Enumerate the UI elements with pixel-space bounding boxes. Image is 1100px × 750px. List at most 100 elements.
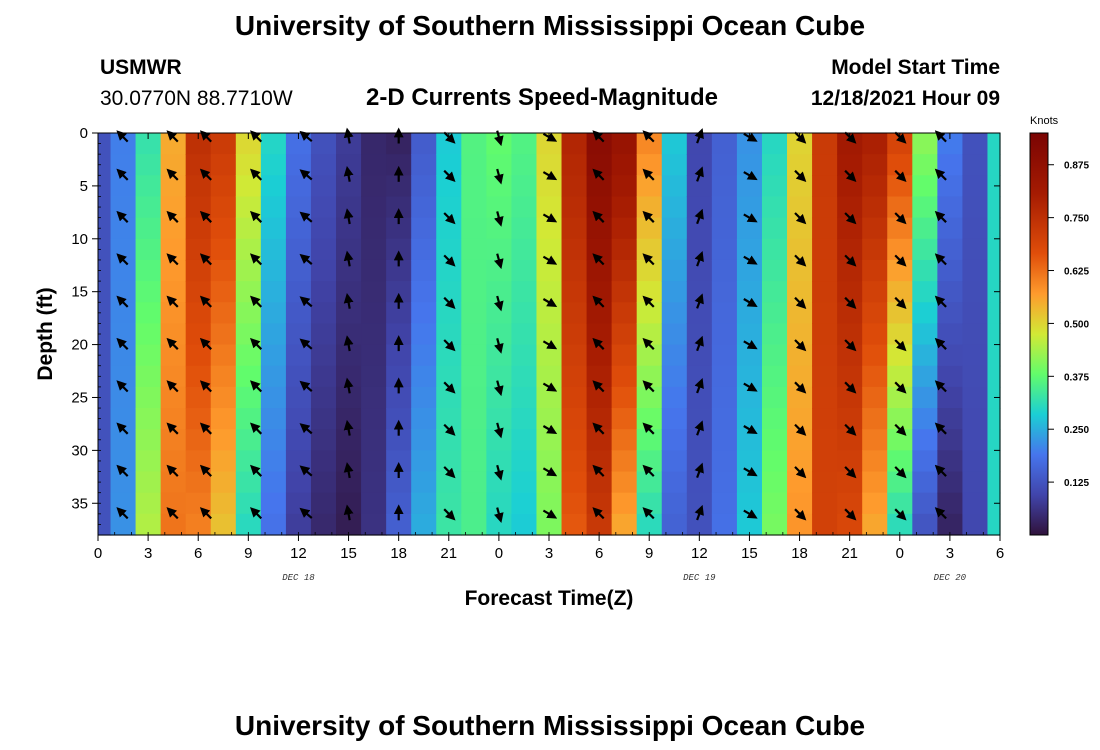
heatmap-cell: [887, 259, 913, 282]
heatmap-cell: [661, 323, 688, 346]
model-start-value: 12/18/2021 Hour 09: [810, 87, 1000, 110]
heatmap-cell: [185, 471, 212, 494]
current-arrow: [934, 380, 947, 393]
current-arrow: [199, 507, 212, 520]
heatmap-cell: [110, 217, 137, 240]
heatmap-cell: [611, 450, 638, 473]
heatmap-cell: [812, 471, 838, 494]
heatmap-cell: [436, 323, 462, 346]
heatmap-cell: [862, 323, 888, 346]
x-tick-label: 21: [440, 545, 457, 562]
x-tick-label: 12: [691, 545, 708, 562]
heatmap-cell: [561, 471, 588, 494]
heatmap-cell: [661, 281, 688, 303]
heatmap-cell: [511, 238, 538, 261]
heatmap-cell: [386, 154, 412, 176]
heatmap-cell: [862, 133, 888, 155]
heatmap-cell: [962, 513, 989, 536]
heatmap-cell: [736, 450, 763, 473]
heatmap-cell: [386, 386, 412, 409]
heatmap-cell: [837, 323, 863, 346]
heatmap-cell: [987, 259, 1001, 282]
heatmap-cell: [661, 238, 688, 261]
current-arrow: [642, 464, 655, 477]
heatmap-cell: [711, 450, 738, 473]
heatmap-cell: [636, 259, 663, 282]
heatmap-cell: [561, 238, 588, 261]
x-tick-label: 15: [741, 545, 758, 562]
heatmap-cell: [310, 429, 337, 451]
current-arrow: [116, 130, 129, 143]
heatmap-cell: [686, 408, 713, 430]
current-arrow: [794, 466, 807, 479]
current-arrow: [894, 296, 907, 310]
current-arrow: [299, 507, 313, 519]
heatmap-cell: [812, 196, 838, 219]
current-arrow: [642, 295, 655, 308]
heatmap-cell: [386, 175, 412, 198]
current-arrow: [116, 295, 129, 308]
heatmap-cell: [336, 450, 362, 473]
heatmap-cell: [862, 281, 888, 303]
heatmap-cell: [937, 513, 964, 536]
heatmap-cell: [160, 154, 187, 176]
heatmap-cell: [636, 302, 663, 325]
heatmap-cell: [686, 365, 713, 388]
heatmap-cell: [912, 365, 938, 388]
heatmap-cell: [110, 492, 137, 515]
heatmap-cell: [185, 217, 212, 240]
heatmap-cell: [611, 281, 638, 303]
heatmap-cell: [98, 323, 112, 346]
heatmap-cell: [862, 386, 888, 409]
heatmap-cell: [736, 217, 763, 240]
heatmap-cell: [461, 302, 487, 325]
heatmap-cell: [160, 302, 187, 325]
heatmap-cell: [260, 450, 287, 473]
heatmap-cell: [210, 513, 237, 536]
current-arrow: [592, 168, 605, 181]
heatmap-cell: [661, 365, 688, 388]
heatmap-cell: [361, 450, 387, 473]
heatmap-cell: [336, 259, 362, 282]
x-tick-label: 9: [244, 545, 252, 562]
current-arrow: [934, 168, 947, 181]
heatmap-cell: [837, 408, 863, 430]
heatmap-cell: [711, 513, 738, 536]
heatmap-cell: [135, 408, 162, 430]
current-arrow: [592, 337, 605, 350]
heatmap-cell: [185, 175, 212, 198]
x-tick-label: 6: [194, 545, 202, 562]
heatmap-cell: [636, 429, 663, 451]
heatmap-cell: [586, 492, 613, 515]
heatmap-cell: [361, 217, 387, 240]
heatmap-cell: [912, 450, 938, 473]
heatmap-cell: [386, 408, 412, 430]
heatmap-cell: [461, 513, 487, 536]
heatmap-cell: [210, 238, 237, 261]
heatmap-cell: [110, 344, 137, 367]
current-arrow: [116, 464, 129, 477]
y-axis: 0 5 10 15 20 25 30 35: [71, 125, 1000, 536]
heatmap-cell: [336, 323, 362, 346]
heatmap-cell: [160, 513, 187, 536]
heatmap-cell: [361, 154, 387, 176]
current-arrow: [934, 295, 947, 308]
heatmap-cell: [285, 386, 312, 409]
colorbar-tick-label: 0.625: [1064, 267, 1089, 278]
heatmap-cell: [260, 175, 287, 198]
heatmap-cell: [837, 281, 863, 303]
heatmap-cell: [812, 492, 838, 515]
heatmap-cell: [185, 450, 212, 473]
heatmap-cell: [511, 450, 538, 473]
heatmap-cell: [260, 408, 287, 430]
heatmap-cell: [336, 492, 362, 515]
heatmap-cell: [837, 259, 863, 282]
current-arrow: [694, 420, 704, 436]
heatmap-cell: [686, 196, 713, 219]
heatmap-cell: [561, 154, 588, 176]
heatmap-cell: [887, 154, 913, 176]
heatmap-cell: [561, 429, 588, 451]
heatmap-cell: [110, 471, 137, 494]
heatmap-cell: [98, 133, 112, 155]
heatmap-cell: [310, 513, 337, 536]
